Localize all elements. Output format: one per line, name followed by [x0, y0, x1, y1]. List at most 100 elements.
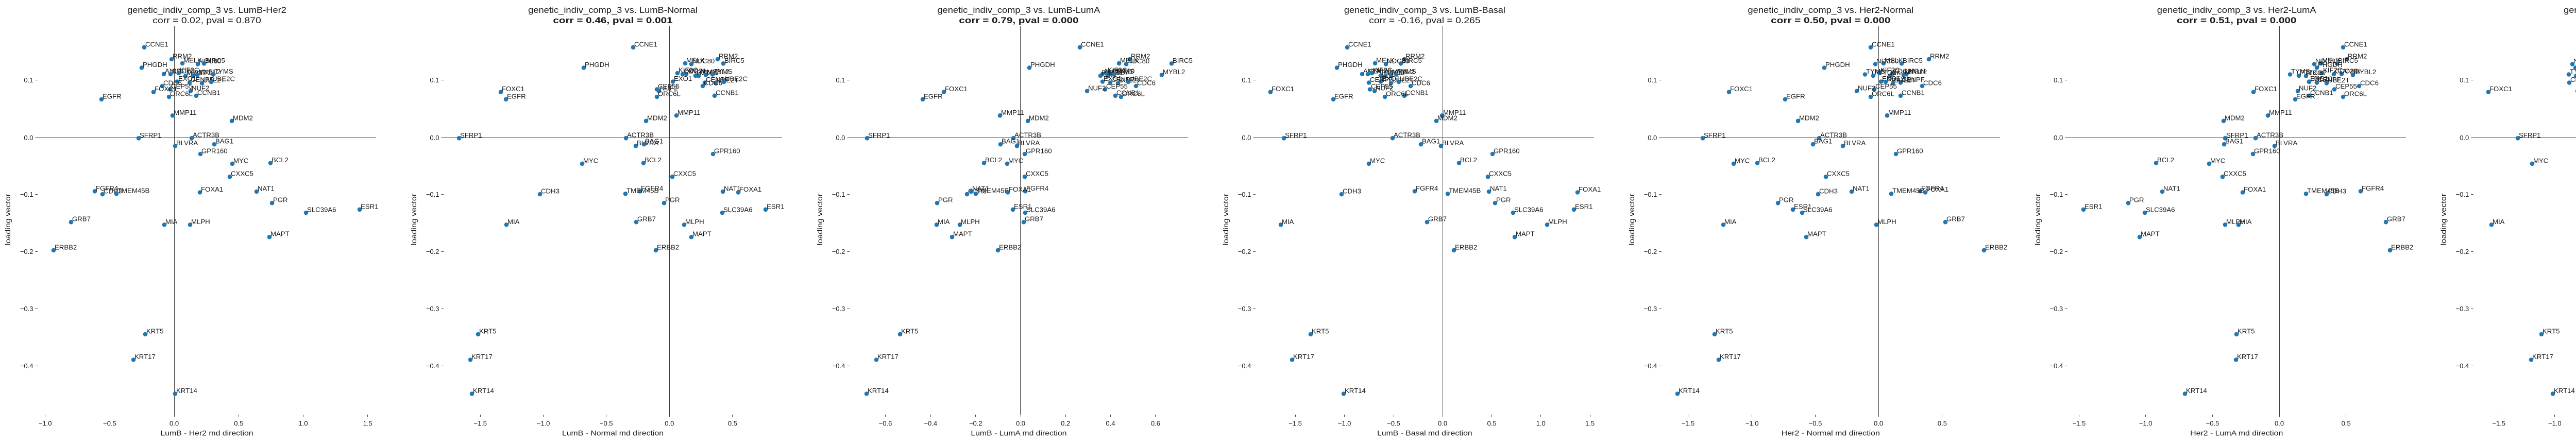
- svg-text:MLPH: MLPH: [191, 218, 210, 226]
- svg-text:KRT14: KRT14: [2186, 387, 2207, 395]
- svg-text:RRM2: RRM2: [2348, 53, 2367, 60]
- svg-text:KIF2C: KIF2C: [1880, 66, 1900, 74]
- svg-text:GRB7: GRB7: [1025, 215, 1043, 223]
- svg-text:NAT1: NAT1: [1490, 185, 1507, 193]
- svg-text:CDC20: CDC20: [1369, 67, 1391, 75]
- svg-text:PHGDH: PHGDH: [585, 61, 609, 69]
- svg-text:0.5: 0.5: [2342, 420, 2351, 427]
- svg-text:BCL2: BCL2: [272, 156, 289, 164]
- svg-text:MYBL2: MYBL2: [1905, 68, 1927, 76]
- svg-text:0.5: 0.5: [728, 420, 737, 427]
- svg-text:corr = 0.46, pval = 0.001: corr = 0.46, pval = 0.001: [553, 15, 672, 25]
- svg-text:MYBL2: MYBL2: [1163, 68, 1185, 76]
- svg-text:0.1: 0.1: [2460, 76, 2469, 84]
- svg-text:−1.5: −1.5: [2073, 420, 2086, 427]
- svg-text:ORC6L: ORC6L: [1386, 90, 1409, 98]
- svg-text:BIRC5: BIRC5: [1402, 57, 1422, 64]
- svg-text:FGFR4: FGFR4: [2362, 184, 2384, 192]
- svg-text:MDM2: MDM2: [2225, 114, 2245, 122]
- svg-text:EGFR: EGFR: [103, 92, 122, 100]
- svg-text:MAPT: MAPT: [1807, 230, 1826, 238]
- svg-text:0.0: 0.0: [665, 420, 674, 427]
- svg-text:CXXC5: CXXC5: [1026, 170, 1048, 178]
- svg-text:CDC6: CDC6: [1137, 79, 1156, 87]
- svg-text:MMP11: MMP11: [677, 109, 700, 116]
- svg-text:CENPF: CENPF: [2318, 76, 2341, 83]
- svg-text:BIRC5: BIRC5: [1173, 57, 1193, 64]
- svg-text:FOXC1: FOXC1: [2255, 85, 2277, 93]
- svg-text:−1.5: −1.5: [1681, 420, 1694, 427]
- svg-text:MYC: MYC: [1370, 157, 1385, 164]
- svg-text:PHGDH: PHGDH: [143, 61, 167, 69]
- svg-text:−0.1: −0.1: [1644, 191, 1657, 198]
- svg-text:FOXC1: FOXC1: [1272, 85, 1294, 93]
- svg-text:0.6: 0.6: [1151, 420, 1160, 427]
- svg-text:LumB - LumA md direction: LumB - LumA md direction: [971, 429, 1066, 437]
- svg-text:CDH3: CDH3: [2328, 187, 2346, 195]
- svg-text:FOXA1: FOXA1: [739, 185, 761, 193]
- svg-text:UBE2T: UBE2T: [203, 76, 225, 84]
- svg-text:−0.4: −0.4: [924, 420, 937, 427]
- svg-text:−0.3: −0.3: [1238, 305, 1251, 313]
- svg-text:NDC80: NDC80: [2315, 57, 2337, 65]
- svg-text:KRT5: KRT5: [479, 328, 496, 335]
- svg-text:0.5: 0.5: [1938, 420, 1947, 427]
- svg-text:0.0: 0.0: [430, 134, 439, 142]
- svg-text:MDM2: MDM2: [647, 114, 667, 122]
- svg-text:CCNB1: CCNB1: [2310, 89, 2333, 96]
- svg-text:genetic_indiv_comp_3 vs. Her2-: genetic_indiv_comp_3 vs. Her2-Basal: [2564, 5, 2576, 15]
- svg-text:MLPH: MLPH: [1548, 218, 1567, 226]
- svg-text:MDM2: MDM2: [1029, 114, 1049, 122]
- svg-text:genetic_indiv_comp_3 vs. Her2-: genetic_indiv_comp_3 vs. Her2-LumA: [2157, 5, 2317, 15]
- svg-text:−0.1: −0.1: [20, 191, 33, 198]
- svg-text:−0.3: −0.3: [2456, 305, 2469, 313]
- svg-text:CCNB1: CCNB1: [1902, 89, 1925, 96]
- svg-text:ERBB2: ERBB2: [999, 243, 1021, 251]
- svg-text:CDC6: CDC6: [1412, 79, 1430, 87]
- svg-text:GPR160: GPR160: [2254, 147, 2280, 155]
- svg-text:KIF2C: KIF2C: [2323, 66, 2343, 74]
- svg-text:−0.5: −0.5: [600, 420, 613, 427]
- svg-text:0.0: 0.0: [2275, 420, 2284, 427]
- svg-text:loading vector: loading vector: [1628, 193, 1636, 245]
- svg-text:NDC80: NDC80: [692, 57, 715, 65]
- svg-text:0.0: 0.0: [1438, 420, 1447, 427]
- svg-text:NUF2: NUF2: [1088, 84, 1106, 92]
- svg-text:−1.0: −1.0: [1745, 420, 1759, 427]
- svg-text:−0.5: −0.5: [1387, 420, 1400, 427]
- svg-text:PHGDH: PHGDH: [1825, 61, 1850, 69]
- svg-text:PGR: PGR: [1779, 196, 1794, 204]
- svg-text:MYBL2: MYBL2: [2354, 68, 2376, 76]
- svg-text:BCL2: BCL2: [1758, 156, 1775, 164]
- svg-text:KRT5: KRT5: [146, 328, 163, 335]
- svg-text:0.1: 0.1: [24, 76, 33, 84]
- svg-text:0.1: 0.1: [1648, 76, 1657, 84]
- svg-text:MMP11: MMP11: [174, 109, 196, 116]
- svg-text:−1.0: −1.0: [39, 420, 52, 427]
- svg-text:SFRP1: SFRP1: [460, 131, 482, 139]
- svg-text:CEP55: CEP55: [1371, 82, 1393, 90]
- svg-text:KRT17: KRT17: [1720, 353, 1741, 361]
- svg-text:CEP55: CEP55: [1875, 82, 1897, 90]
- svg-text:−0.2: −0.2: [1644, 248, 1657, 255]
- svg-text:MELK: MELK: [1885, 57, 1903, 64]
- svg-text:PHGDH: PHGDH: [1030, 61, 1055, 69]
- svg-text:0.0: 0.0: [2460, 134, 2469, 142]
- svg-text:−0.1: −0.1: [832, 191, 845, 198]
- svg-text:ACTR3B: ACTR3B: [1394, 131, 1420, 139]
- svg-text:−0.5: −0.5: [1809, 420, 1822, 427]
- svg-text:MIA: MIA: [507, 218, 520, 226]
- svg-text:PGR: PGR: [938, 196, 953, 204]
- svg-text:TYMS: TYMS: [2570, 67, 2576, 75]
- svg-text:LumB - Basal md direction: LumB - Basal md direction: [1377, 429, 1472, 437]
- svg-text:NUF2: NUF2: [660, 84, 677, 92]
- svg-text:EGFR: EGFR: [507, 92, 526, 100]
- svg-text:MAPT: MAPT: [1516, 230, 1535, 238]
- svg-text:TYMS: TYMS: [1866, 67, 1885, 75]
- svg-text:CEP55: CEP55: [658, 82, 680, 90]
- svg-text:0.0: 0.0: [1874, 420, 1883, 427]
- svg-text:genetic_indiv_comp_3 vs. LumB-: genetic_indiv_comp_3 vs. LumB-Her2: [127, 5, 286, 15]
- svg-text:GPR160: GPR160: [1026, 147, 1052, 155]
- svg-text:1.0: 1.0: [298, 420, 308, 427]
- svg-text:MYC: MYC: [2533, 157, 2549, 164]
